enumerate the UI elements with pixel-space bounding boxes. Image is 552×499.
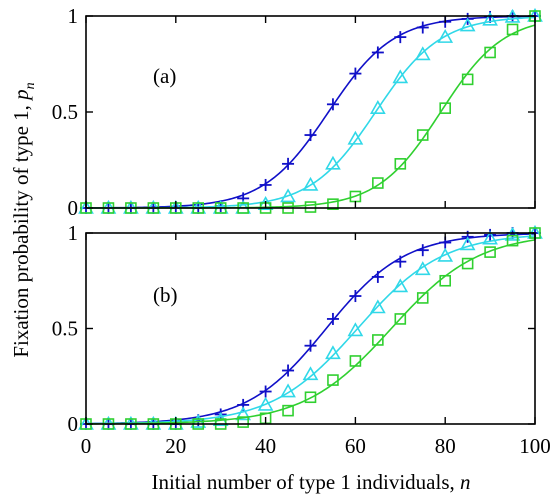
plus-marker: [326, 312, 339, 325]
x-tick-label: 80: [435, 434, 456, 458]
triangle-marker: [392, 69, 409, 84]
plus-marker: [394, 255, 407, 268]
plus-marker: [371, 270, 384, 283]
plus-marker: [349, 67, 362, 80]
triangle-marker: [347, 322, 364, 337]
plus-marker: [326, 98, 339, 111]
triangle-marker: [302, 366, 319, 381]
triangle-marker: [280, 383, 296, 398]
plus-marker: [371, 46, 384, 59]
square-marker: [349, 355, 362, 367]
triangle-marker: [257, 396, 274, 411]
square-marker: [416, 129, 429, 141]
square-marker: [372, 177, 384, 189]
plus-marker: [259, 178, 272, 191]
triangle-marker: [482, 11, 498, 26]
square-marker: [506, 234, 519, 247]
square-marker: [237, 416, 249, 428]
triangle-marker: [504, 226, 521, 241]
triangle-marker: [280, 188, 296, 203]
panel-b: 0 0.5 1 0 20 40 60 80 100 (b): [52, 221, 551, 458]
series-triangle: [78, 7, 543, 214]
plus-marker: [304, 129, 317, 142]
triangle-marker: [325, 345, 341, 360]
square-marker: [484, 46, 496, 59]
x-axis-label: Initial number of type 1 individuals, n: [151, 470, 470, 494]
triangle-marker: [482, 230, 498, 245]
plus-marker: [394, 31, 407, 44]
series-square: [80, 227, 541, 430]
triangle-marker: [235, 406, 252, 421]
series-line: [85, 235, 536, 425]
square-marker: [506, 23, 519, 36]
square-marker: [282, 404, 294, 417]
series-plus: [80, 10, 541, 214]
triangle-marker: [369, 299, 386, 314]
y-axis-label-sub: n: [23, 82, 38, 89]
series-line: [85, 239, 536, 425]
triangle-marker: [459, 236, 476, 251]
square-marker: [416, 292, 429, 304]
triangle-marker: [369, 100, 386, 114]
y-tick-label: 1: [68, 221, 79, 245]
square-marker: [304, 391, 317, 404]
x-axis-label-text: Initial number of type 1 individuals,: [151, 470, 454, 494]
series-line: [86, 24, 536, 209]
plus-marker: [304, 339, 317, 352]
plus-marker: [259, 385, 272, 398]
triangle-marker: [347, 130, 364, 145]
y-axis-label-var: p: [9, 89, 33, 102]
y-axis-label-text: Fixation probability of type 1,: [9, 105, 33, 358]
series-line: [85, 233, 536, 425]
plus-marker: [282, 157, 295, 170]
square-marker: [327, 374, 339, 386]
y-tick-label: 0: [68, 196, 79, 220]
square-marker: [439, 274, 452, 287]
panel-tag: (b): [153, 283, 178, 307]
square-marker: [304, 201, 317, 213]
plus-marker: [416, 244, 429, 257]
square-marker: [372, 334, 384, 346]
triangle-marker: [325, 155, 341, 170]
triangle-marker: [459, 17, 476, 32]
series-plus: [80, 227, 541, 430]
panel-tag: (a): [153, 64, 176, 88]
square-marker: [394, 158, 407, 170]
plus-marker: [416, 21, 429, 34]
y-tick-label: 0.5: [52, 100, 78, 124]
square-marker: [439, 102, 452, 114]
x-axis-label-var: n: [460, 470, 471, 494]
square-marker: [327, 198, 339, 210]
triangle-marker: [302, 176, 319, 191]
square-marker: [394, 313, 407, 325]
square-marker: [461, 257, 474, 270]
plus-marker: [349, 290, 362, 303]
y-axis-label: Fixation probability of type 1, pn: [9, 82, 38, 357]
triangle-marker: [392, 278, 409, 293]
x-tick-label: 60: [345, 434, 366, 458]
square-marker: [461, 73, 474, 86]
y-tick-label: 0.5: [52, 317, 78, 341]
series-square: [80, 10, 541, 214]
x-tick-label: 40: [255, 434, 276, 458]
x-tick-label: 20: [165, 434, 186, 458]
y-tick-label: 1: [68, 4, 79, 28]
triangle-marker: [414, 261, 431, 276]
x-tick-label: 100: [519, 434, 551, 458]
y-tick-label: 0: [68, 412, 79, 436]
x-tick-label: 0: [81, 434, 92, 458]
plus-marker: [282, 364, 295, 377]
triangle-marker: [437, 247, 454, 262]
triangle-marker: [437, 28, 454, 43]
triangle-marker: [414, 46, 431, 61]
panel-a: 0 0.5 1 (a): [52, 4, 543, 220]
square-marker: [484, 246, 496, 258]
